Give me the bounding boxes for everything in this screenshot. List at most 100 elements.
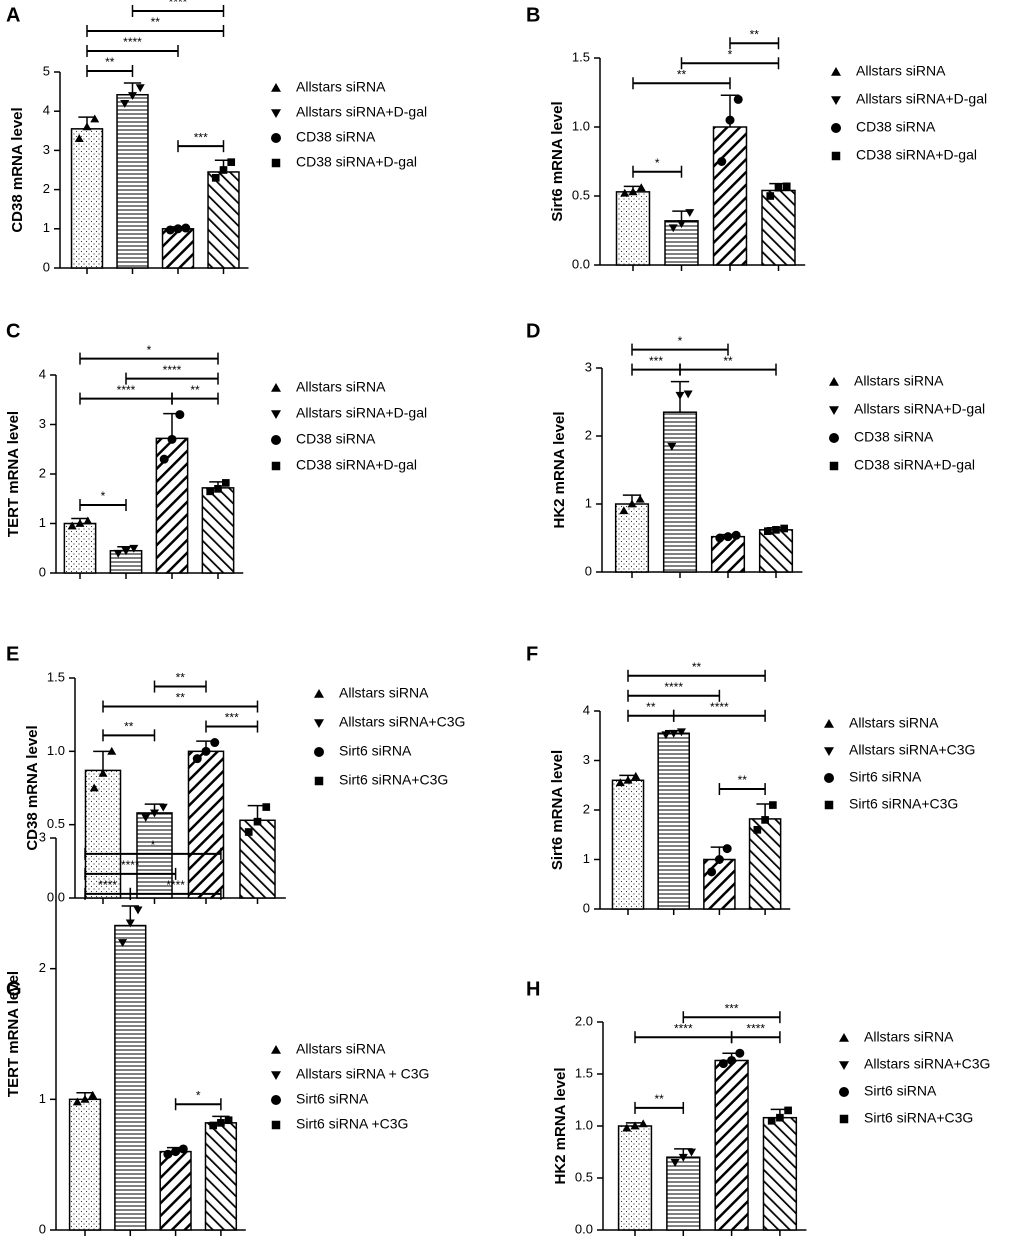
- data-point: [769, 801, 777, 809]
- data-point: [211, 174, 220, 182]
- data-point: [685, 209, 695, 218]
- legend-marker: [831, 123, 841, 133]
- y-tick-label: 2: [585, 427, 592, 442]
- legend-label: CD38 siRNA+D-gal: [854, 457, 975, 473]
- data-point: [171, 1147, 181, 1157]
- legend-marker: [824, 800, 834, 810]
- significance-label: **: [738, 773, 748, 787]
- y-tick-label: 2: [43, 181, 50, 196]
- legend-marker: [314, 719, 324, 728]
- y-tick-label: 5: [43, 63, 50, 78]
- significance-label: ****: [163, 363, 182, 377]
- y-tick-label: 1.0: [575, 1117, 593, 1132]
- bar: [159, 1150, 192, 1231]
- significance-label: **: [124, 720, 134, 734]
- data-point: [727, 1055, 737, 1065]
- data-point: [717, 157, 727, 166]
- data-point: [661, 731, 671, 740]
- bar: [710, 535, 746, 573]
- y-tick-label: 2.0: [575, 1013, 593, 1028]
- data-point: [675, 391, 685, 400]
- data-point: [219, 166, 228, 174]
- legend-label: Allstars siRNA: [864, 1029, 954, 1045]
- y-tick-label: 0: [39, 564, 46, 579]
- data-point: [74, 134, 84, 143]
- y-tick-label: 0.5: [572, 187, 590, 202]
- legend-marker: [314, 689, 324, 698]
- legend-label: Allstars siRNA + C3G: [296, 1066, 429, 1082]
- legend-marker: [829, 406, 839, 415]
- bar: [187, 750, 225, 899]
- y-tick-label: 1.0: [572, 118, 590, 133]
- significance-label: **: [176, 691, 186, 705]
- significance-label: ****: [98, 878, 117, 892]
- significance-label: ****: [117, 383, 136, 397]
- data-point: [165, 225, 175, 235]
- y-tick-label: 1.5: [572, 49, 590, 64]
- panel-label: D: [526, 320, 540, 342]
- data-point: [141, 813, 151, 822]
- panel-label: C: [6, 320, 20, 342]
- y-tick-label: 4: [43, 103, 50, 118]
- data-point: [715, 533, 725, 543]
- data-point: [67, 521, 77, 530]
- bar: [664, 220, 699, 266]
- data-point: [217, 1119, 225, 1127]
- legend-marker: [831, 96, 841, 105]
- y-tick-label: 3: [39, 416, 46, 431]
- bar: [161, 228, 195, 269]
- bar: [136, 812, 173, 899]
- bar: [666, 1156, 701, 1231]
- legend-marker: [824, 747, 834, 756]
- data-point: [175, 410, 185, 420]
- bar: [611, 779, 645, 910]
- y-axis-label: CD38 mRNA level: [24, 725, 41, 850]
- bar: [614, 503, 650, 573]
- data-point: [221, 479, 230, 487]
- y-tick-label: 0: [39, 1221, 46, 1236]
- data-point: [192, 754, 202, 764]
- data-point: [178, 1144, 188, 1154]
- data-point: [669, 729, 679, 738]
- significance-label: *: [655, 156, 660, 170]
- significance-label: ***: [725, 1001, 739, 1015]
- data-point: [224, 1116, 233, 1125]
- data-point: [766, 192, 775, 200]
- legend-marker: [271, 158, 281, 168]
- significance-label: ****: [710, 700, 729, 714]
- y-tick-label: 2: [39, 960, 46, 975]
- y-tick-label: 4: [583, 702, 590, 717]
- y-axis-label: CD38 mRNA level: [9, 107, 26, 232]
- panel-label: H: [526, 978, 540, 1000]
- y-tick-label: 0.0: [572, 256, 590, 271]
- data-point: [113, 549, 123, 558]
- bar: [761, 189, 796, 266]
- y-tick-label: 1: [43, 220, 50, 235]
- bar: [748, 818, 782, 910]
- data-point: [667, 442, 677, 451]
- data-point: [128, 92, 137, 101]
- y-tick-label: 3: [585, 359, 592, 374]
- bar: [657, 732, 690, 910]
- legend-marker: [831, 151, 841, 161]
- legend-marker: [314, 747, 324, 757]
- significance-label: **: [151, 15, 161, 29]
- data-point: [167, 434, 177, 444]
- data-point: [774, 183, 783, 192]
- data-point: [676, 728, 686, 737]
- data-point: [253, 817, 262, 826]
- legend-marker: [271, 133, 281, 143]
- legend-label: Sirt6 siRNA: [849, 769, 922, 785]
- legend-label: Allstars siRNA: [296, 1041, 386, 1057]
- y-tick-label: 1: [39, 1091, 46, 1106]
- data-point: [753, 825, 762, 834]
- significance-label: ****: [664, 680, 683, 694]
- y-tick-label: 0.5: [575, 1169, 593, 1184]
- data-point: [735, 1048, 745, 1058]
- y-axis-label: Sirt6 mRNA level: [549, 101, 566, 221]
- bar: [63, 522, 97, 574]
- y-tick-label: 0.0: [575, 1221, 593, 1236]
- panel-label: A: [6, 4, 20, 26]
- legend-label: Sirt6 siRNA: [339, 743, 412, 759]
- data-point: [668, 224, 678, 233]
